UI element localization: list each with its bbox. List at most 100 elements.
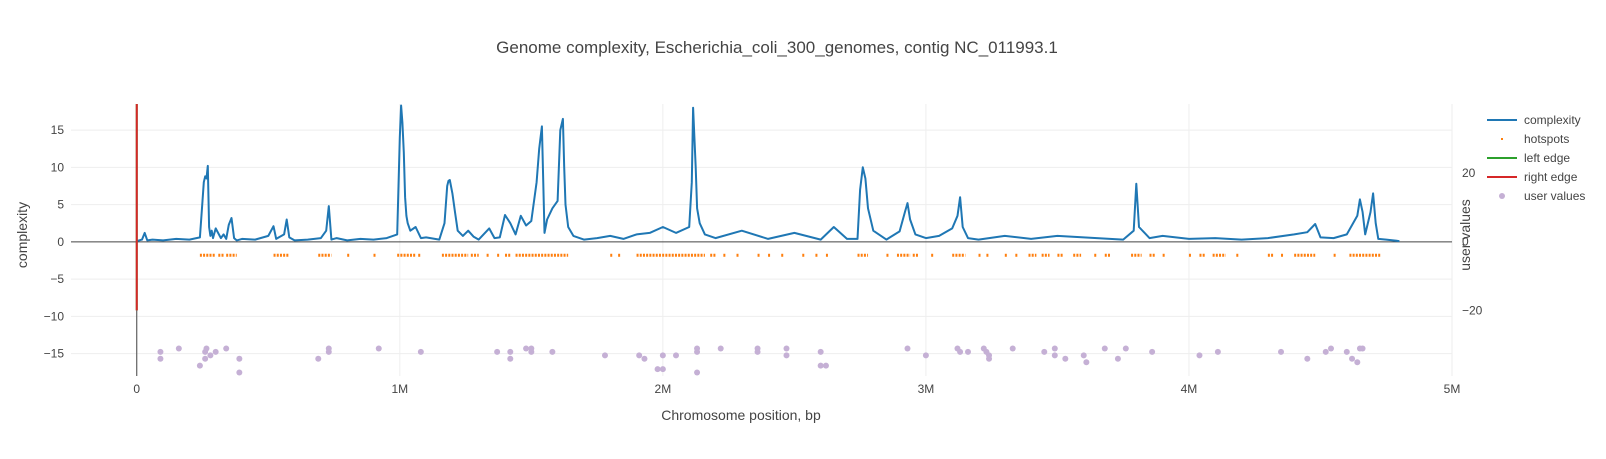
user-value-point[interactable] [1327, 345, 1334, 352]
user-value-point[interactable] [196, 362, 203, 369]
user-value-point[interactable] [1009, 345, 1016, 352]
user-value-point[interactable] [986, 355, 993, 362]
user-value-point[interactable] [1051, 345, 1058, 352]
grid [71, 104, 1453, 376]
user-value-point[interactable] [236, 369, 243, 376]
x-tick-label: 3M [918, 382, 935, 396]
y2-tick-label: −20 [1462, 304, 1483, 318]
y2-tick-label: 20 [1462, 166, 1476, 180]
user-value-point[interactable] [659, 366, 666, 373]
y-tick-label: 0 [57, 235, 64, 249]
user-value-point[interactable] [1214, 348, 1221, 355]
user-value-point[interactable] [1196, 352, 1203, 359]
user-value-point[interactable] [1359, 345, 1366, 352]
complexity-line[interactable] [136, 104, 1400, 243]
user-value-point[interactable] [157, 348, 164, 355]
user-value-point[interactable] [1304, 355, 1311, 362]
user-value-point[interactable] [636, 352, 643, 359]
user-value-point[interactable] [1354, 359, 1361, 366]
user-value-point[interactable] [783, 345, 790, 352]
user-value-point[interactable] [694, 369, 701, 376]
user-value-point[interactable] [922, 352, 929, 359]
legend-label: hotspots [1524, 132, 1569, 146]
y-tick-label: −5 [50, 272, 64, 286]
user-value-point[interactable] [717, 345, 724, 352]
user-value-point[interactable] [641, 355, 648, 362]
user-value-point[interactable] [1278, 348, 1285, 355]
user-value-point[interactable] [964, 348, 971, 355]
legend-item[interactable]: complexity [1487, 113, 1581, 127]
user-value-point[interactable] [817, 362, 824, 369]
user-value-point[interactable] [236, 355, 243, 362]
user-value-point[interactable] [1149, 348, 1156, 355]
user-value-point[interactable] [528, 345, 535, 352]
user-value-point[interactable] [212, 348, 219, 355]
axes: 0 1M 2M 3M 4M 5M −15 −10 −5 0 5 10 15 −20 0 20 [44, 123, 1483, 396]
user-value-point[interactable] [1041, 348, 1048, 355]
user-value-point[interactable] [494, 348, 501, 355]
legend-item[interactable]: left edge [1487, 151, 1570, 165]
y-tick-label: −15 [44, 347, 65, 361]
user-value-point[interactable] [1114, 355, 1121, 362]
user-value-point[interactable] [325, 348, 332, 355]
legend-label: user values [1524, 189, 1585, 203]
user-value-point[interactable] [207, 352, 214, 359]
user-value-point[interactable] [1080, 352, 1087, 359]
user-value-point[interactable] [754, 348, 761, 355]
user-value-point[interactable] [1062, 355, 1069, 362]
legend-swatch [1501, 138, 1503, 140]
user-value-point[interactable] [1101, 345, 1108, 352]
user-value-point[interactable] [315, 355, 322, 362]
user-value-point[interactable] [659, 352, 666, 359]
user-value-point[interactable] [1349, 355, 1356, 362]
user-value-point[interactable] [157, 355, 164, 362]
x-axis-title: Chromosome position, bp [661, 407, 821, 423]
legend-label: right edge [1524, 170, 1578, 184]
user-value-point[interactable] [203, 345, 210, 352]
y-tick-label: −10 [44, 309, 65, 323]
user-value-point[interactable] [202, 355, 209, 362]
legend-label: complexity [1524, 113, 1581, 127]
y-tick-label: 10 [51, 160, 65, 174]
user-value-point[interactable] [175, 345, 182, 352]
chart-title: Genome complexity, Escherichia_coli_300_… [496, 38, 1058, 57]
user-value-point[interactable] [601, 352, 608, 359]
user-value-point[interactable] [1122, 345, 1129, 352]
x-tick-label: 4M [1181, 382, 1198, 396]
user-value-point[interactable] [957, 348, 964, 355]
user-value-point[interactable] [523, 345, 530, 352]
user-value-point[interactable] [1083, 359, 1090, 366]
user-value-point[interactable] [375, 345, 382, 352]
plot-area[interactable] [135, 104, 1400, 376]
user-value-point[interactable] [507, 355, 514, 362]
user-value-point[interactable] [822, 362, 829, 369]
legend[interactable]: complexity hotspots left edge right edge use… [1487, 113, 1585, 203]
user-value-point[interactable] [673, 352, 680, 359]
user-value-point[interactable] [817, 348, 824, 355]
user-value-point[interactable] [507, 348, 514, 355]
legend-swatch [1499, 193, 1505, 199]
user-value-point[interactable] [1343, 348, 1350, 355]
y-tick-label: 15 [51, 123, 65, 137]
y2-tick-label: 0 [1462, 235, 1469, 249]
user-value-point[interactable] [417, 348, 424, 355]
user-value-point[interactable] [1051, 352, 1058, 359]
x-tick-label: 5M [1444, 382, 1461, 396]
user-value-point[interactable] [1322, 348, 1329, 355]
legend-item[interactable]: right edge [1487, 170, 1578, 184]
legend-item[interactable]: user values [1499, 189, 1585, 203]
user-value-point[interactable] [654, 366, 661, 373]
y-tick-label: 5 [57, 198, 64, 212]
user-value-point[interactable] [223, 345, 230, 352]
user-value-point[interactable] [783, 352, 790, 359]
y2-axis-title: user values [1457, 199, 1473, 271]
legend-item[interactable]: hotspots [1501, 132, 1569, 146]
user-value-point[interactable] [549, 348, 556, 355]
x-tick-label: 0 [133, 382, 140, 396]
y-axis-title: complexity [14, 202, 30, 268]
user-value-point[interactable] [694, 348, 701, 355]
user-value-point[interactable] [904, 345, 911, 352]
x-tick-label: 2M [655, 382, 672, 396]
x-tick-label: 1M [391, 382, 408, 396]
